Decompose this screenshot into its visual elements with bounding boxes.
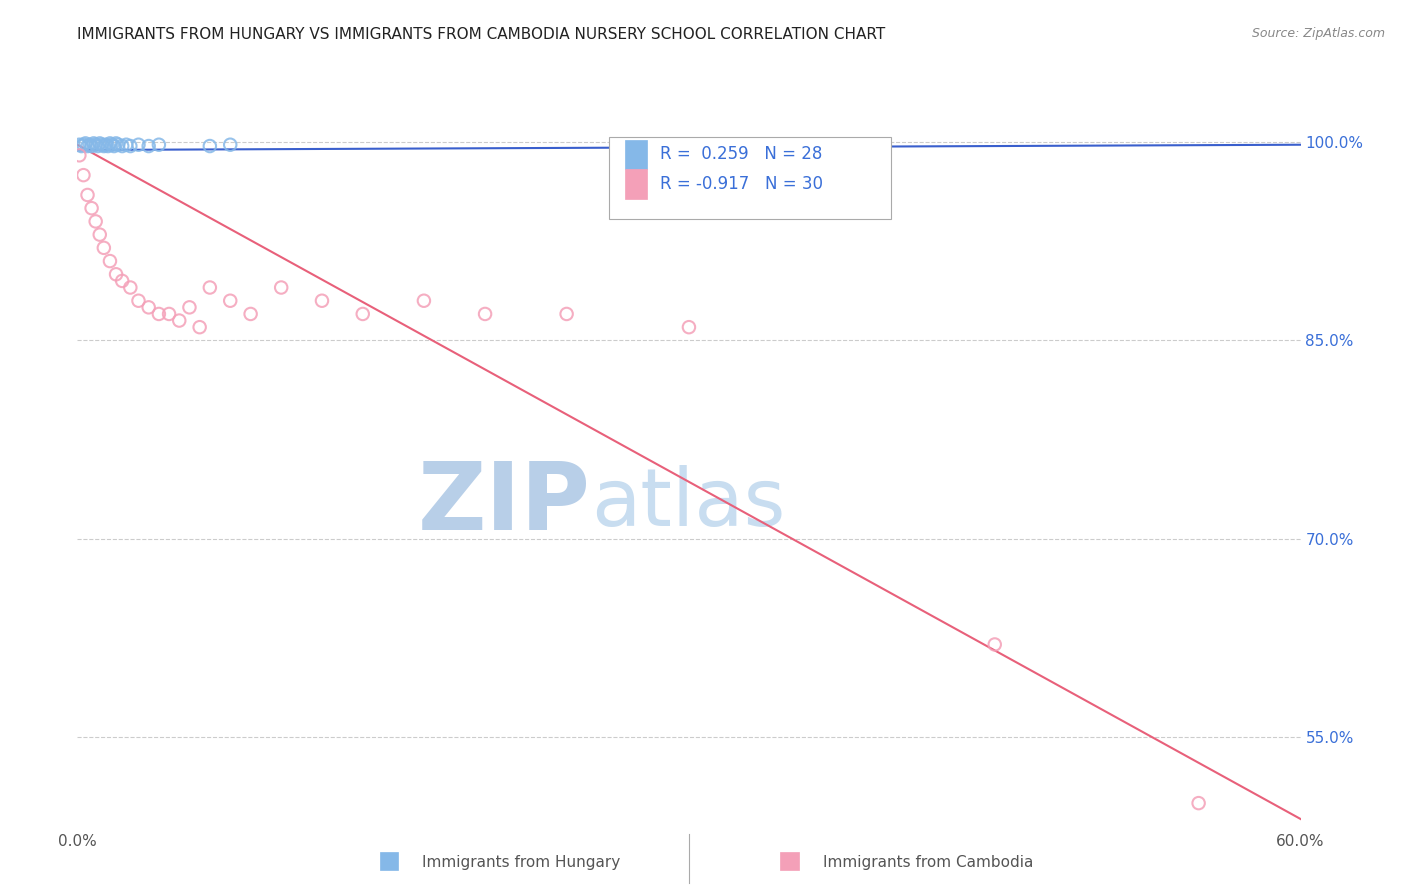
Point xyxy=(111,139,134,153)
Point xyxy=(97,139,120,153)
Point xyxy=(311,293,333,308)
Point xyxy=(67,148,90,162)
Point xyxy=(474,307,496,321)
Point xyxy=(76,139,98,153)
Point xyxy=(105,268,128,282)
Point xyxy=(84,137,107,152)
Point xyxy=(103,139,125,153)
Point xyxy=(1188,796,1211,810)
Point xyxy=(120,280,142,294)
Text: atlas: atlas xyxy=(591,465,786,543)
Point xyxy=(87,139,110,153)
Point xyxy=(101,137,124,152)
Point xyxy=(80,139,103,153)
Point xyxy=(98,136,121,151)
Point xyxy=(239,307,262,321)
Point xyxy=(138,301,160,315)
Point xyxy=(67,137,90,152)
Point xyxy=(70,139,93,153)
Point xyxy=(107,137,129,152)
Point xyxy=(678,320,700,334)
Text: R =  0.259   N = 28: R = 0.259 N = 28 xyxy=(659,145,823,163)
Point xyxy=(148,307,170,321)
Point xyxy=(93,139,115,153)
Point xyxy=(352,307,374,321)
Point xyxy=(198,139,221,153)
Point xyxy=(128,137,150,152)
Point xyxy=(984,637,1007,651)
Point xyxy=(80,201,103,215)
Point xyxy=(198,280,221,294)
Point xyxy=(219,293,242,308)
Point xyxy=(90,137,112,152)
Point xyxy=(75,136,97,151)
Point xyxy=(98,254,121,268)
Point xyxy=(138,139,160,153)
Text: Source: ZipAtlas.com: Source: ZipAtlas.com xyxy=(1251,27,1385,40)
Point xyxy=(115,137,138,152)
Point xyxy=(179,301,201,315)
Point xyxy=(89,136,111,151)
Text: Immigrants from Hungary: Immigrants from Hungary xyxy=(422,855,620,870)
FancyBboxPatch shape xyxy=(626,139,647,169)
Point xyxy=(105,136,128,151)
FancyBboxPatch shape xyxy=(609,137,891,219)
Point xyxy=(72,168,94,182)
Point xyxy=(76,188,98,202)
Text: R = -0.917   N = 30: R = -0.917 N = 30 xyxy=(659,175,823,193)
Point xyxy=(79,137,101,152)
Text: Immigrants from Cambodia: Immigrants from Cambodia xyxy=(823,855,1033,870)
Point xyxy=(169,313,191,327)
Point xyxy=(555,307,578,321)
Point xyxy=(89,227,111,242)
Text: ZIP: ZIP xyxy=(418,458,591,549)
Point xyxy=(270,280,292,294)
Point xyxy=(188,320,211,334)
Point xyxy=(148,137,170,152)
Point xyxy=(72,137,94,152)
Point xyxy=(157,307,180,321)
Text: IMMIGRANTS FROM HUNGARY VS IMMIGRANTS FROM CAMBODIA NURSERY SCHOOL CORRELATION C: IMMIGRANTS FROM HUNGARY VS IMMIGRANTS FR… xyxy=(77,27,886,42)
Point xyxy=(120,139,142,153)
Point xyxy=(111,274,134,288)
Point xyxy=(413,293,436,308)
Point xyxy=(219,137,242,152)
FancyBboxPatch shape xyxy=(626,169,647,199)
Point xyxy=(128,293,150,308)
Point xyxy=(84,214,107,228)
Point xyxy=(83,136,105,151)
Point xyxy=(93,241,115,255)
Point xyxy=(94,137,117,152)
